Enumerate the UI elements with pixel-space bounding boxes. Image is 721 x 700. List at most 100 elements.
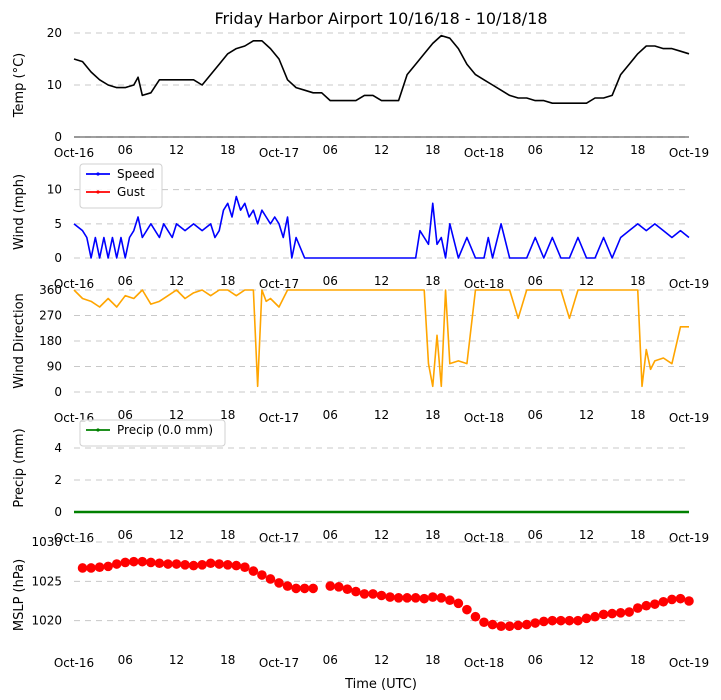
y-tick-label: 5: [54, 217, 62, 231]
x-tick-label: 12: [374, 143, 389, 157]
x-tick-label: Oct-18: [464, 146, 504, 160]
x-tick-label: 18: [630, 653, 645, 667]
mslp-point: [342, 584, 353, 594]
y-axis-label: Temp (°C): [12, 53, 27, 119]
y-tick-label: 1025: [31, 574, 62, 588]
y-tick-label: 0: [54, 505, 62, 519]
y-axis-label: Wind (mph): [12, 174, 27, 250]
mslp-point: [650, 599, 660, 609]
x-tick-label: 06: [528, 653, 543, 667]
x-tick-label: Oct-18: [464, 411, 504, 425]
mslp-point: [299, 583, 310, 594]
x-tick-label: 18: [220, 653, 235, 667]
x-tick-label: Oct-19: [669, 656, 709, 670]
x-tick-label: 18: [425, 408, 440, 422]
mslp-point: [445, 595, 455, 606]
mslp-point: [333, 582, 344, 592]
y-tick-label: 0: [54, 251, 62, 265]
mslp-point: [111, 559, 122, 569]
x-tick-label: 06: [528, 528, 543, 542]
x-tick-label: 06: [528, 408, 543, 422]
series-line-temperature: [73, 34, 690, 104]
mslp-point: [77, 563, 88, 573]
y-tick-label: 270: [39, 309, 62, 323]
y-tick-label: 2: [54, 473, 62, 487]
y-tick-label: 90: [47, 360, 62, 374]
x-tick-label: Oct-19: [669, 411, 709, 425]
mslp-point: [385, 592, 395, 602]
mslp-point: [197, 560, 207, 570]
mslp-point: [231, 560, 242, 571]
mslp-point: [222, 560, 233, 570]
legend-box: [79, 163, 163, 209]
x-tick-label: 18: [425, 653, 440, 667]
x-tick-label: 06: [323, 143, 338, 157]
mslp-point: [487, 619, 498, 630]
x-tick-label: 06: [323, 408, 338, 422]
x-tick-label: Oct-17: [259, 277, 299, 291]
mslp-point: [667, 594, 677, 605]
mslp-point: [615, 608, 626, 618]
x-tick-label: 06: [323, 528, 338, 542]
x-tick-label: 06: [118, 408, 133, 422]
legend-label: Gust: [117, 185, 145, 199]
x-tick-label: 06: [528, 274, 543, 288]
x-tick-label: Oct-19: [669, 531, 709, 545]
panel-2: 0 5 10 Oct-16 06 12 18 Oct-17 06 12 18 Oct-18 06 12 18…: [12, 163, 709, 291]
mslp-point: [538, 616, 549, 627]
mslp-point: [351, 586, 361, 597]
x-tick-label: 12: [169, 274, 184, 288]
x-tick-label: 06: [528, 143, 543, 157]
x-tick-label: 18: [425, 143, 440, 157]
x-tick-label: 18: [630, 408, 645, 422]
y-axis-label: Precip (mm): [12, 428, 27, 507]
mslp-point: [641, 600, 652, 611]
y-tick-label: 10: [47, 78, 62, 92]
mslp-point: [163, 559, 173, 569]
y-axis-label: MSLP (hPa): [12, 559, 27, 631]
mslp-point: [658, 596, 669, 607]
x-tick-label: Oct-17: [259, 411, 299, 425]
mslp-point: [632, 603, 643, 613]
x-tick-label: 12: [579, 408, 594, 422]
y-tick-label: 180: [39, 334, 62, 348]
mslp-point: [598, 609, 609, 620]
legend-marker: [96, 190, 100, 194]
y-tick-label: 10: [47, 183, 62, 197]
mslp-point: [214, 559, 225, 569]
panel-1: 0 10 20 Oct-16 06 12 18 Oct-17 06 12 18 Oct-18 06 12 1…: [12, 26, 709, 160]
mslp-point: [154, 558, 165, 569]
x-tick-label: Oct-16: [54, 531, 94, 545]
mslp-point: [547, 615, 558, 626]
mslp-point: [393, 593, 404, 603]
y-tick-label: 360: [39, 283, 62, 297]
x-axis-label: Time (UTC): [344, 677, 417, 692]
x-tick-label: 12: [579, 274, 594, 288]
mslp-point: [556, 615, 566, 626]
series-line-speed: [73, 195, 690, 259]
mslp-point: [470, 611, 481, 622]
mslp-point: [573, 615, 583, 626]
x-tick-label: 18: [220, 408, 235, 422]
mslp-point: [188, 560, 199, 571]
x-tick-label: 06: [118, 274, 133, 288]
x-tick-label: 12: [579, 653, 594, 667]
y-tick-label: 4: [54, 441, 62, 455]
mslp-point: [513, 620, 523, 631]
mslp-point: [265, 574, 276, 584]
mslp-point: [684, 596, 694, 606]
mslp-point: [308, 583, 318, 594]
mslp-point: [521, 619, 532, 630]
mslp-point: [530, 618, 541, 628]
x-tick-label: 06: [323, 274, 338, 288]
mslp-point: [376, 590, 387, 601]
x-tick-label: 12: [374, 653, 389, 667]
panel-5: 1020 1025 1030 Oct-16 06 12 18 Oct-17 06 12 18 Oct-…: [12, 535, 709, 670]
x-tick-label: 12: [374, 528, 389, 542]
mslp-point: [180, 560, 190, 570]
x-tick-label: Oct-17: [259, 146, 299, 160]
mslp-point: [274, 578, 284, 588]
mslp-point: [564, 615, 575, 626]
